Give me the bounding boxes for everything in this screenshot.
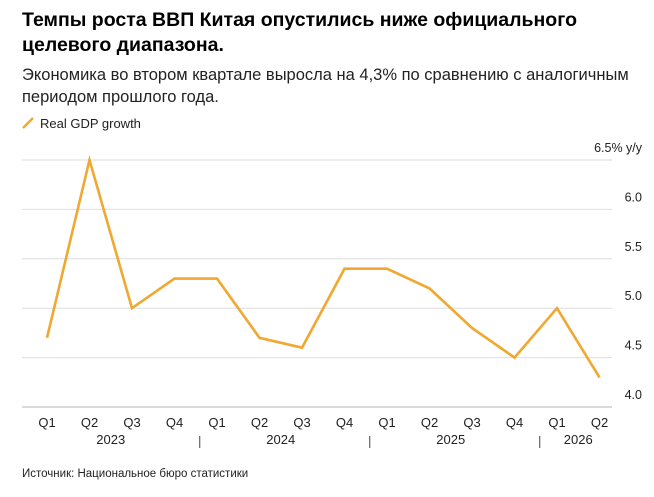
x-tick-label: Q1: [378, 415, 395, 430]
y-tick-label: 5.0: [625, 289, 642, 303]
legend: Real GDP growth: [22, 115, 141, 131]
x-axis: Q1 Q2 Q3 Q4 Q1 Q2 Q3 Q4 Q1 Q2 Q3 Q4 Q1 Q2 2023 2024 2025…: [38, 415, 608, 448]
year-label: 2025: [436, 432, 465, 447]
chart-subtitle: Экономика во втором квартале выросла на …: [22, 66, 629, 106]
year-label: 2023: [96, 432, 125, 447]
legend-label: Real GDP growth: [40, 115, 141, 131]
x-tick-label: Q4: [166, 415, 183, 430]
x-tick-label: Q4: [506, 415, 523, 430]
y-axis-labels: 4.0 4.5 5.0 5.5 6.0 6.5% y/y: [594, 141, 643, 402]
series-line-real-gdp-growth: [45, 154, 601, 379]
x-tick-label: Q3: [123, 415, 140, 430]
y-tick-label: 5.5: [625, 240, 642, 254]
year-label: 2024: [266, 432, 295, 447]
series-lines: [45, 154, 601, 379]
legend-line-icon: [22, 117, 34, 129]
x-tick-label: Q3: [463, 415, 480, 430]
x-tick-label: Q2: [591, 415, 608, 430]
x-tick-label: Q3: [293, 415, 310, 430]
y-tick-label: 6.5% y/y: [594, 141, 643, 155]
year-label: 2026: [564, 432, 593, 447]
x-tick-label: Q1: [548, 415, 565, 430]
x-tick-label: Q1: [38, 415, 55, 430]
x-tick-label: Q2: [421, 415, 438, 430]
x-tick-label: Q2: [251, 415, 268, 430]
x-tick-label: Q4: [336, 415, 353, 430]
gridlines: [22, 159, 612, 408]
y-tick-label: 6.0: [625, 190, 642, 204]
y-tick-label: 4.5: [625, 339, 642, 353]
x-tick-label: Q2: [81, 415, 98, 430]
x-tick-label: Q1: [208, 415, 225, 430]
chart-title: Темпы роста ВВП Китая опустились ниже оф…: [22, 9, 577, 56]
source-note: Источник: Национальное бюро статистики: [22, 468, 249, 480]
y-tick-label: 4.0: [625, 388, 642, 402]
